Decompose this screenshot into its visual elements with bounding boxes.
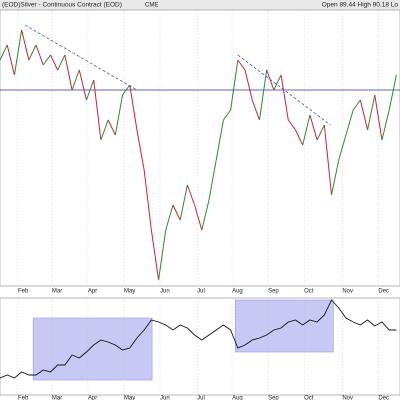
x-tick-label: Sep [268,289,279,295]
price-segment [0,44,8,61]
price-segment [122,84,131,96]
x-tick-label: Feb [18,396,29,400]
price-segment [273,74,282,91]
price-segment [280,74,289,121]
price-segment [100,119,109,141]
price-segment [295,129,304,146]
x-tick-label: Jun [160,289,170,295]
lower-panel [0,297,400,396]
price-segment [194,204,203,231]
x-tick-label: Jul [197,396,205,400]
price-segment [237,59,246,71]
x-tick-label: Aug [232,289,243,295]
price-segment [143,169,152,231]
upper-panel [0,9,400,287]
chart-title: (EOD)Silver - Continuous Contract (EOD) [2,2,122,9]
x-tick-label: Oct [304,396,314,400]
price-segment [215,119,224,161]
price-segment [338,134,347,161]
price-segment [258,69,268,121]
highlight-region [235,299,334,353]
price-segment [107,119,116,136]
x-tick-label: Nov [342,396,353,400]
price-segment [186,184,196,206]
x-tick-label: Jun [160,396,170,400]
price-segment [57,54,66,71]
x-tick-label: Aug [232,396,243,400]
price-segment [244,69,253,101]
x-tick-label: Nov [342,289,353,295]
indicator-line [0,299,397,379]
price-segment [309,114,318,141]
price-segment [201,199,210,231]
x-tick-label: Apr [88,289,97,295]
price-segment [266,69,275,91]
price-segment [172,204,181,221]
price-segment [13,29,23,76]
price-segment [374,94,383,141]
price-segment [323,124,333,196]
price-segment [150,229,160,281]
price-segment [302,114,311,146]
price-segment [129,84,138,131]
x-tick-label: May [124,289,135,295]
price-segment [367,94,376,131]
x-tick-label: Jul [197,289,205,295]
price-segment [78,69,87,101]
price-segment [331,159,340,196]
price-segment [114,94,124,136]
x-tick-label: May [124,396,135,400]
x-tick-label: Feb [18,289,29,295]
price-segment [179,184,188,221]
x-tick-label: Dec [378,289,389,295]
quote: Open 89.44 High 90.18 Lo [322,2,399,9]
price-segment [359,99,369,131]
price-segment [136,129,145,171]
price-segment [345,109,354,136]
price-segment [49,54,59,71]
price-segment [287,119,296,131]
x-tick-label: Mar [52,396,62,400]
x-tick-label: Sep [268,396,279,400]
x-tick-label: Mar [52,289,62,295]
x-tick-label: Dec [378,396,389,400]
price-segment [223,109,232,121]
price-segment [352,99,361,111]
price-segment [251,99,260,121]
chart-subtitle: CME [145,3,158,9]
price-segment [71,69,80,91]
x-tick-label: Oct [304,289,314,295]
price-segment [381,109,390,141]
trend-line [237,54,331,126]
trend-line [24,24,138,91]
price-segment [388,74,397,111]
price-segment [93,79,102,141]
price-segment [165,204,174,231]
x-tick-label: Apr [88,396,97,400]
price-segment [86,79,95,101]
price-segment [230,59,239,111]
price-segment [35,44,44,66]
price-segment [42,54,51,66]
price-segment [158,229,167,281]
header-bar [0,0,400,10]
price-segment [208,159,217,201]
highlight-region [32,317,153,381]
price-segment [64,54,73,91]
price-segment [6,44,15,76]
price-segment [316,124,325,141]
price-segment [28,44,37,61]
price-segment [21,29,30,61]
